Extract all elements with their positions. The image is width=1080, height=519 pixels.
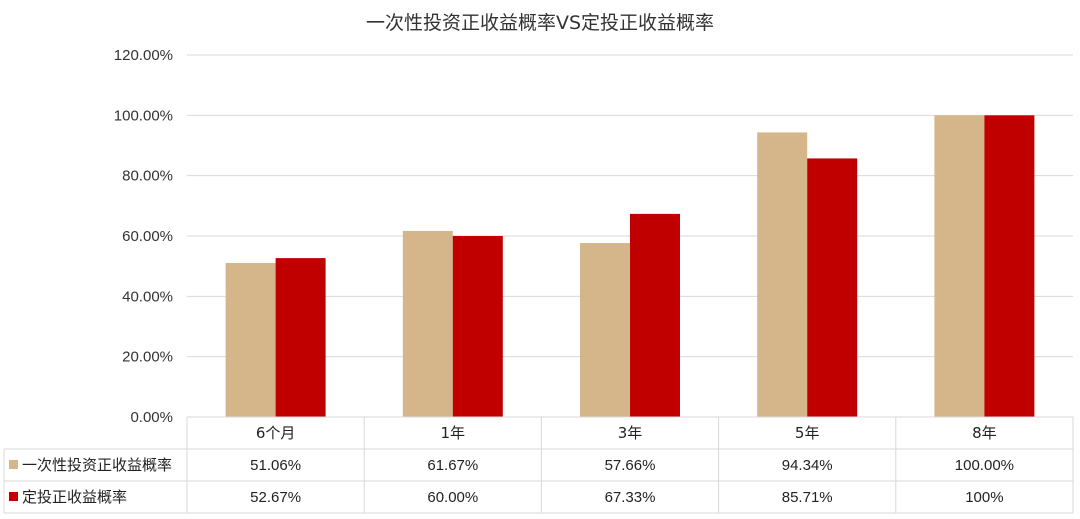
data-label: 61.67% — [427, 457, 478, 474]
category-label: 5年 — [795, 424, 820, 442]
bar-dca — [630, 213, 680, 417]
bar-lump-sum — [580, 243, 630, 417]
data-label: 52.67% — [250, 489, 301, 506]
y-axis-ticks: 0.00% 20.00% 40.00% 60.00% 80.00% 100.00% 120.… — [114, 47, 173, 426]
data-label: 60.00% — [427, 489, 478, 506]
bar-lump-sum — [934, 115, 985, 417]
y-tick-label: 40.00% — [122, 288, 173, 305]
category-label: 6个月 — [256, 424, 296, 442]
category-label: 8年 — [972, 424, 997, 442]
data-label: 57.66% — [605, 457, 656, 474]
y-tick-label: 0.00% — [130, 409, 173, 426]
y-tick-label: 80.00% — [122, 168, 173, 185]
bar-lump-sum — [402, 230, 453, 417]
y-tick-label: 20.00% — [122, 349, 173, 366]
legend-swatch — [9, 492, 18, 501]
y-tick-label: 60.00% — [122, 228, 173, 245]
chart-title: 一次性投资正收益概率VS定投正收益概率 — [365, 12, 715, 34]
legend-label: 一次性投资正收益概率 — [22, 456, 172, 474]
data-label: 100% — [965, 489, 1003, 506]
legend-label: 定投正收益概率 — [22, 488, 127, 506]
data-label: 67.33% — [605, 489, 656, 506]
category-label: 3年 — [618, 424, 643, 442]
y-tick-label: 100.00% — [114, 107, 173, 124]
legend-swatch — [9, 460, 18, 469]
data-label: 51.06% — [250, 457, 301, 474]
data-label: 94.34% — [782, 457, 833, 474]
category-label: 1年 — [441, 424, 466, 442]
bar-lump-sum — [757, 132, 808, 418]
bars — [225, 115, 1035, 418]
bar-dca — [984, 115, 1035, 417]
data-label: 100.00% — [955, 457, 1014, 474]
bar-lump-sum — [225, 262, 276, 417]
bar-dca — [807, 158, 858, 417]
bar-dca — [275, 258, 326, 417]
y-tick-label: 120.00% — [114, 47, 173, 64]
bar-dca — [452, 236, 503, 417]
data-label: 85.71% — [782, 489, 833, 506]
